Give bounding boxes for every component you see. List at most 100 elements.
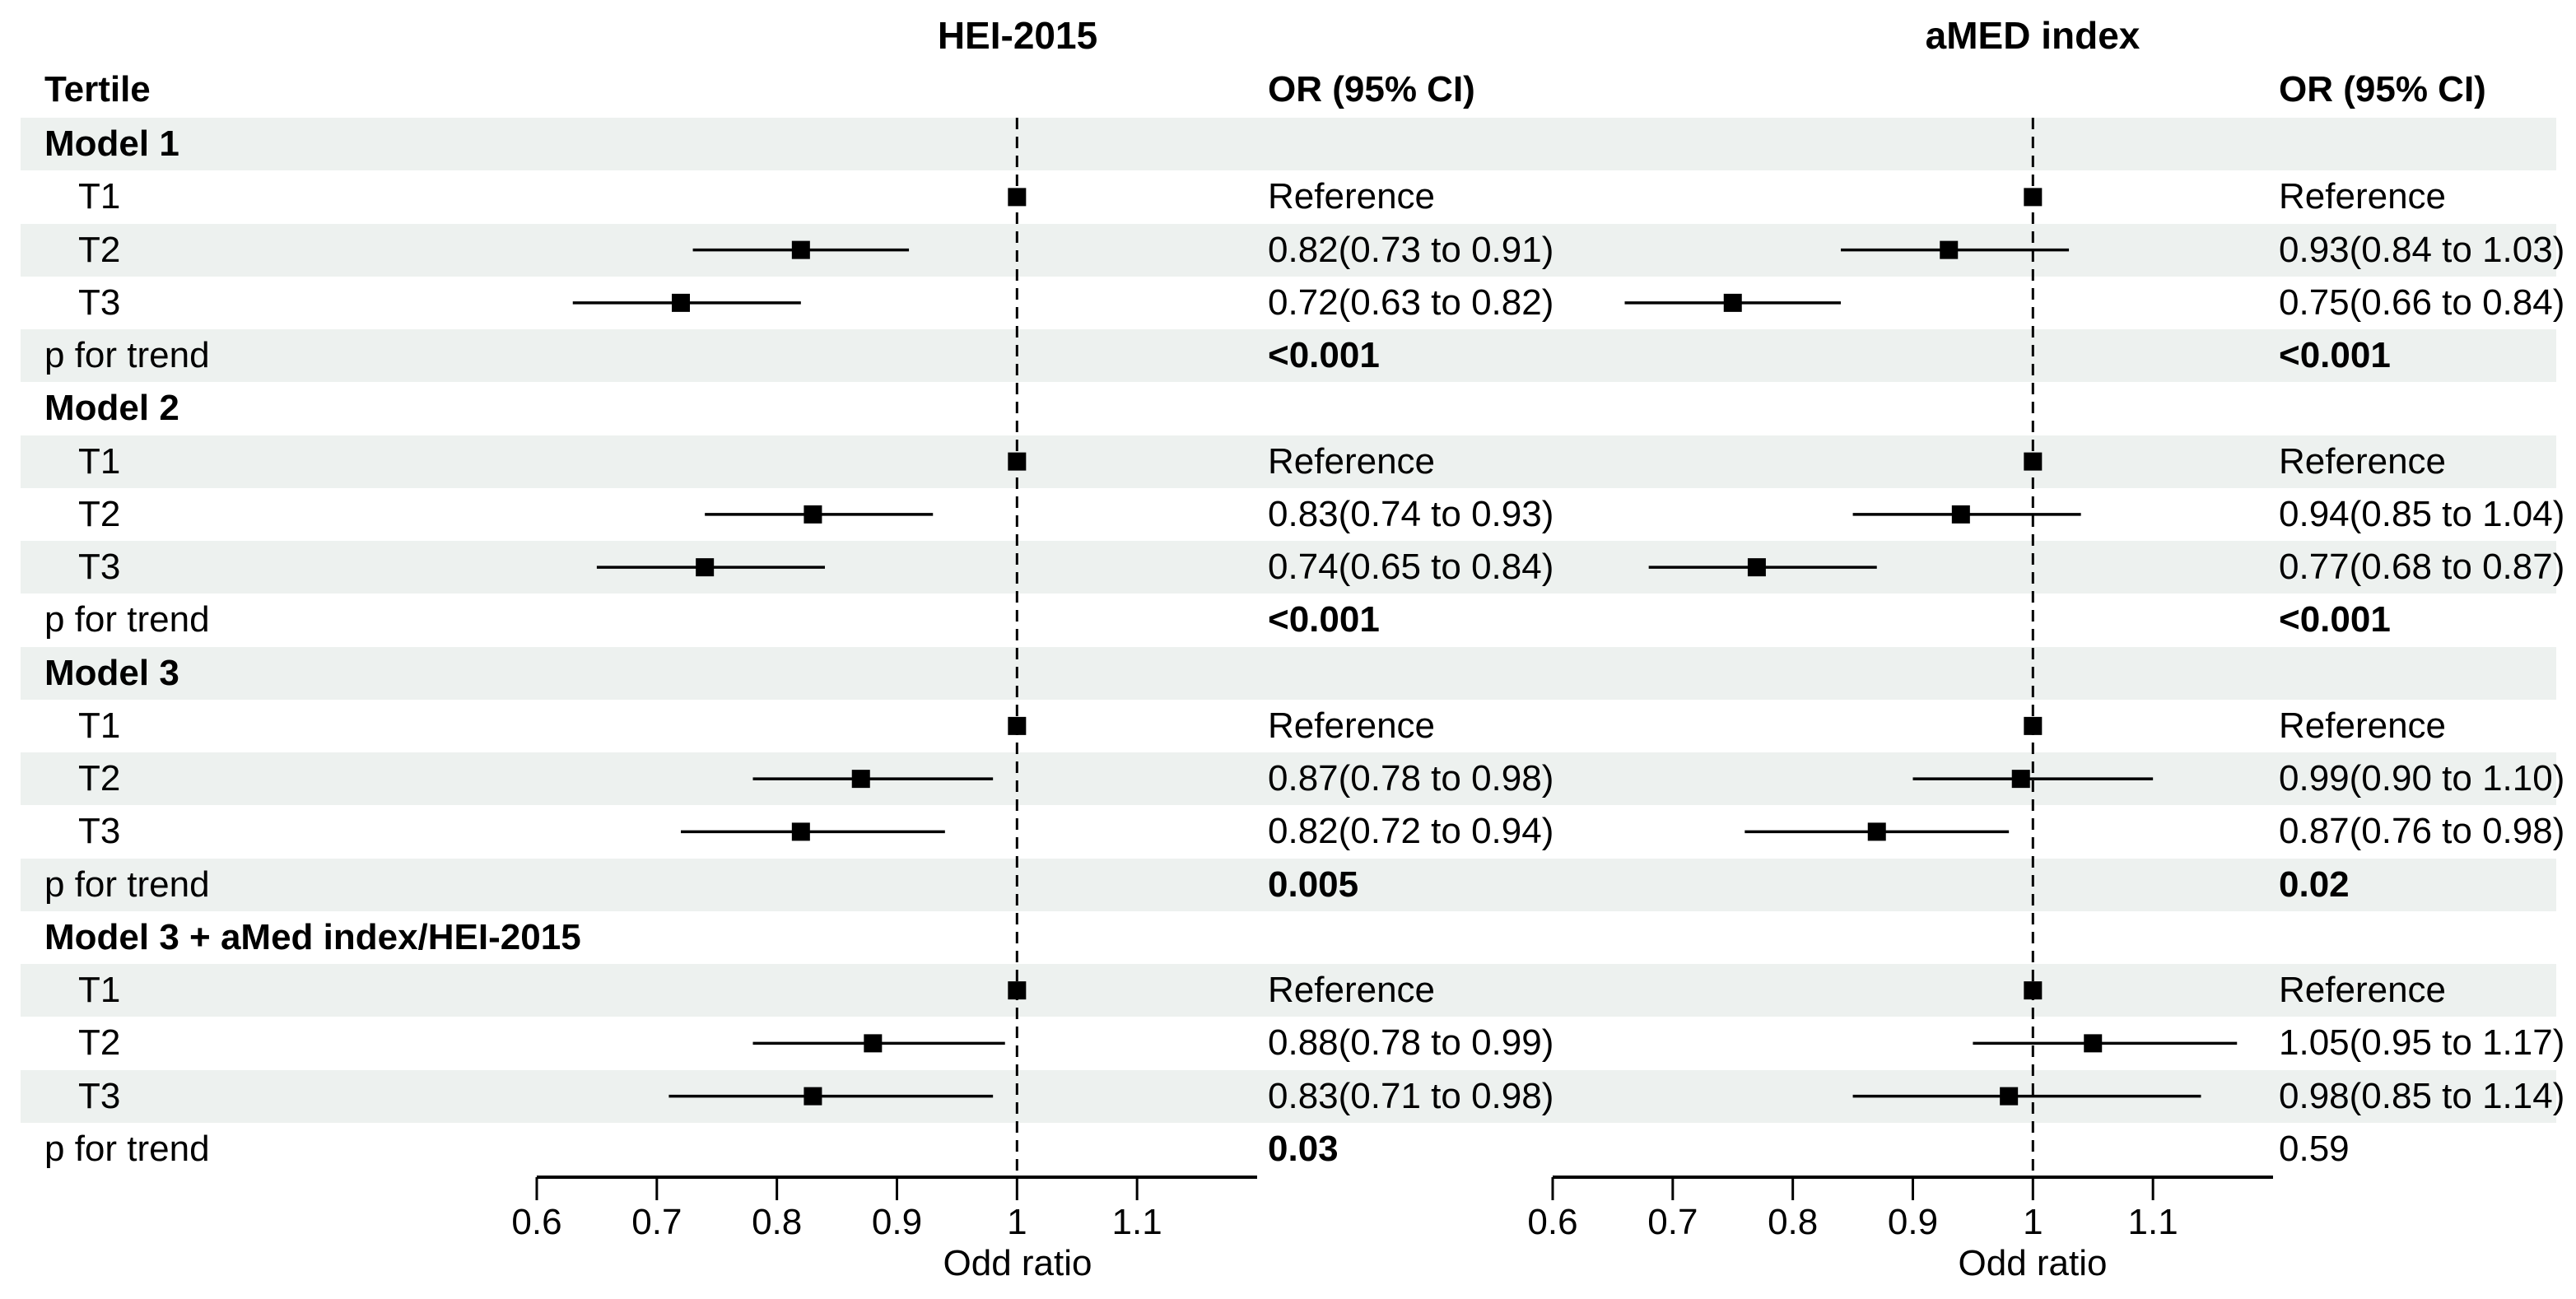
row-label-tertile: T2	[78, 229, 121, 270]
or-value-amed: 0.98(0.85 to 1.14)	[2279, 1075, 2565, 1116]
or-value-hei: Reference	[1268, 970, 1436, 1010]
point-estimate-marker	[1747, 558, 1766, 577]
or-value-hei: 0.82(0.73 to 0.91)	[1268, 229, 1554, 270]
tertile-column-header: Tertile	[44, 69, 151, 109]
point-estimate-marker	[864, 1034, 883, 1053]
row-label-tertile: T2	[78, 758, 121, 798]
row-label-tertile: T1	[78, 970, 121, 1010]
point-estimate-marker	[2011, 770, 2030, 789]
or-value-hei: 0.005	[1268, 864, 1359, 905]
or-value-amed: 0.02	[2279, 864, 2350, 905]
point-estimate-marker	[1008, 452, 1027, 471]
axis-tick-label: 0.8	[752, 1202, 803, 1242]
or-value-amed: 0.59	[2279, 1128, 2350, 1169]
row-label-ptrend: p for trend	[44, 335, 210, 375]
row-label-tertile: T1	[78, 176, 121, 217]
row-label-tertile: T1	[78, 440, 121, 482]
row-label-tertile: T3	[78, 282, 121, 323]
row-label-tertile: T3	[78, 811, 121, 852]
row-label-model: Model 3 + aMed index/HEI-2015	[44, 916, 581, 957]
axis-tick-label: 0.7	[631, 1202, 682, 1242]
or-value-hei: 0.88(0.78 to 0.99)	[1268, 1022, 1554, 1064]
or-value-hei: 0.74(0.65 to 0.84)	[1268, 547, 1554, 587]
row-label-tertile: T2	[78, 493, 121, 534]
or-value-amed: 0.99(0.90 to 1.10)	[2279, 758, 2565, 798]
point-estimate-marker	[804, 1087, 822, 1106]
row-band	[21, 118, 2556, 171]
point-estimate-marker	[2024, 981, 2043, 1000]
row-band	[21, 858, 2556, 911]
row-band	[21, 964, 2556, 1017]
or-value-amed: 0.94(0.85 to 1.04)	[2279, 493, 2565, 534]
or-value-amed: 1.05(0.95 to 1.17)	[2279, 1022, 2565, 1064]
point-estimate-marker	[851, 770, 870, 789]
or-value-hei: 0.72(0.63 to 0.82)	[1268, 282, 1554, 323]
point-estimate-marker	[1008, 981, 1027, 1000]
row-label-ptrend: p for trend	[44, 1128, 210, 1169]
or-value-hei: 0.83(0.71 to 0.98)	[1268, 1075, 1554, 1116]
row-label-model: Model 1	[44, 123, 179, 164]
row-label-tertile: T2	[78, 1022, 121, 1064]
or-value-amed: 0.77(0.68 to 0.87)	[2279, 547, 2565, 587]
point-estimate-marker	[671, 293, 690, 312]
or-value-amed: 0.75(0.66 to 0.84)	[2279, 282, 2565, 323]
or-ci-column-header-right: OR (95% CI)	[2279, 69, 2486, 109]
row-band	[21, 541, 2556, 594]
or-value-amed: Reference	[2279, 705, 2447, 746]
axis-tick-label: 0.7	[1647, 1202, 1698, 1242]
or-value-amed: Reference	[2279, 176, 2447, 217]
or-value-hei: 0.83(0.74 to 0.93)	[1268, 493, 1554, 534]
axis-tick-label: 1	[2023, 1202, 2043, 1242]
or-value-hei: <0.001	[1268, 335, 1380, 375]
point-estimate-marker	[1951, 505, 1970, 524]
row-label-tertile: T1	[78, 705, 121, 746]
point-estimate-marker	[791, 822, 810, 841]
point-estimate-marker	[696, 558, 715, 577]
or-value-hei: Reference	[1268, 440, 1436, 482]
point-estimate-marker	[2024, 188, 2043, 207]
point-estimate-marker	[2084, 1034, 2103, 1053]
row-label-model: Model 2	[44, 388, 179, 429]
panel-title-hei-2015: HEI-2015	[937, 14, 1098, 57]
panel-title-amed-index: aMED index	[1925, 14, 2140, 57]
axis-tick-label: 0.6	[511, 1202, 562, 1242]
or-value-hei: <0.001	[1268, 599, 1380, 640]
or-value-hei: Reference	[1268, 176, 1436, 217]
axis-tick-label: 0.9	[871, 1202, 923, 1242]
point-estimate-marker	[804, 505, 822, 524]
or-value-amed: 0.87(0.76 to 0.98)	[2279, 811, 2565, 852]
or-value-hei: 0.87(0.78 to 0.98)	[1268, 758, 1554, 798]
or-value-amed: <0.001	[2279, 335, 2391, 375]
point-estimate-marker	[1723, 293, 1742, 312]
point-estimate-marker	[1867, 822, 1886, 841]
row-band	[21, 435, 2556, 488]
row-band	[21, 646, 2556, 700]
point-estimate-marker	[1008, 716, 1027, 735]
point-estimate-marker	[2024, 716, 2043, 735]
point-estimate-marker	[1940, 240, 1959, 259]
point-estimate-marker	[2000, 1087, 2019, 1106]
axis-tick-label: 0.8	[1768, 1202, 1819, 1242]
or-value-hei: 0.03	[1268, 1128, 1339, 1169]
row-label-model: Model 3	[44, 652, 179, 693]
or-value-amed: <0.001	[2279, 599, 2391, 640]
axis-tick-label: 0.6	[1527, 1202, 1578, 1242]
row-band	[21, 329, 2556, 383]
row-label-tertile: T3	[78, 547, 121, 587]
point-estimate-marker	[1008, 188, 1027, 207]
axis-tick-label: 1.1	[1111, 1202, 1162, 1242]
point-estimate-marker	[791, 240, 810, 259]
x-axis-label-left: Odd ratio	[943, 1243, 1092, 1283]
or-value-amed: 0.93(0.84 to 1.03)	[2279, 229, 2565, 270]
or-value-hei: 0.82(0.72 to 0.94)	[1268, 811, 1554, 852]
row-label-ptrend: p for trend	[44, 599, 210, 640]
or-value-amed: Reference	[2279, 970, 2447, 1010]
axis-tick-label: 1.1	[2127, 1202, 2178, 1242]
row-band	[21, 223, 2556, 277]
point-estimate-marker	[2024, 452, 2043, 471]
or-ci-column-header-left: OR (95% CI)	[1268, 69, 1475, 109]
axis-tick-label: 0.9	[1887, 1202, 1939, 1242]
axis-tick-label: 1	[1007, 1202, 1027, 1242]
